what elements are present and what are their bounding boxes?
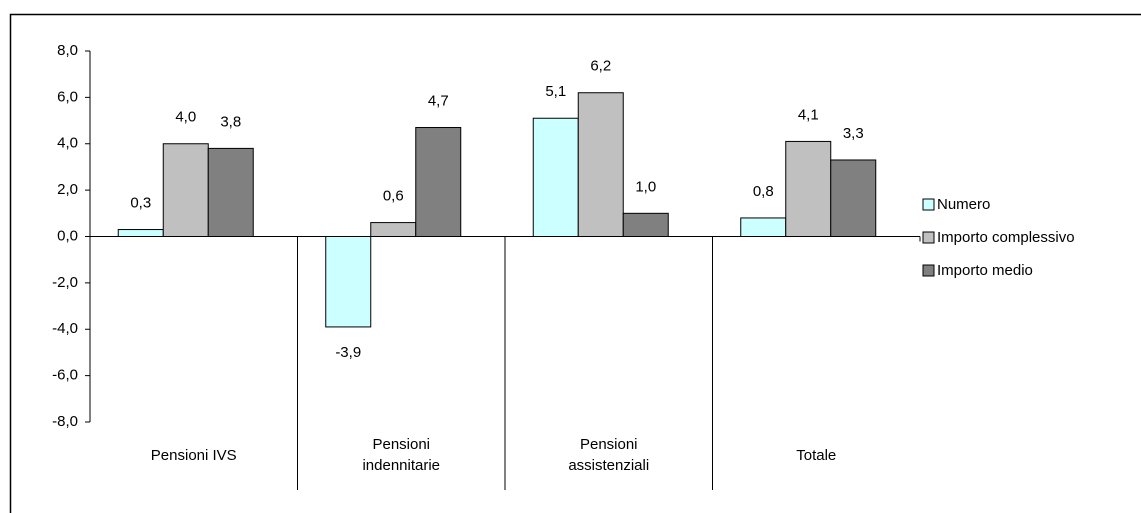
bar	[622, 212, 669, 237]
x-tick-label: Pensioni indennitarie	[362, 436, 441, 474]
value-label: 4,1	[798, 106, 819, 123]
bar	[785, 140, 832, 237]
y-tick-label: 2,0	[57, 181, 78, 198]
bar	[830, 159, 877, 237]
y-tick-label: -8,0	[52, 413, 78, 430]
bar	[532, 117, 579, 237]
y-tick-label: 8,0	[57, 42, 78, 59]
bar	[117, 229, 164, 237]
value-label: 4,0	[175, 109, 196, 126]
x-tick-label: Pensioni assistenziali	[568, 436, 650, 474]
bar	[370, 222, 417, 237]
value-label: 0,3	[130, 195, 151, 212]
y-tick-label: 4,0	[57, 135, 78, 152]
x-tick-label: Pensioni IVS	[150, 446, 237, 464]
bar	[577, 92, 624, 237]
value-label: 0,8	[753, 183, 774, 200]
legend-swatch	[922, 264, 935, 277]
value-label: -3,9	[335, 344, 361, 361]
y-tick-label: 6,0	[57, 88, 78, 105]
value-label: 0,6	[383, 188, 404, 205]
legend-swatch	[922, 198, 935, 211]
bar	[415, 127, 462, 237]
value-label: 4,7	[428, 92, 449, 109]
y-tick-label: 0,0	[57, 227, 78, 244]
y-tick-label: -6,0	[52, 367, 78, 384]
y-tick-label: -2,0	[52, 274, 78, 291]
value-label: 3,8	[220, 113, 241, 130]
x-tick-label: Totale	[796, 446, 837, 464]
value-label: 1,0	[635, 178, 656, 195]
value-label: 6,2	[590, 58, 611, 75]
bar	[740, 217, 787, 237]
chart-frame	[9, 13, 1141, 513]
value-label: 3,3	[843, 125, 864, 142]
y-tick-label: -4,0	[52, 320, 78, 337]
bar	[325, 236, 372, 328]
legend-swatch	[922, 231, 935, 244]
bar	[162, 143, 209, 237]
legend-label: Importo complessivo	[937, 229, 1075, 246]
bar	[207, 147, 254, 237]
legend-label: Numero	[937, 196, 990, 213]
value-label: 5,1	[545, 83, 566, 100]
legend-label: Importo medio	[937, 262, 1033, 279]
